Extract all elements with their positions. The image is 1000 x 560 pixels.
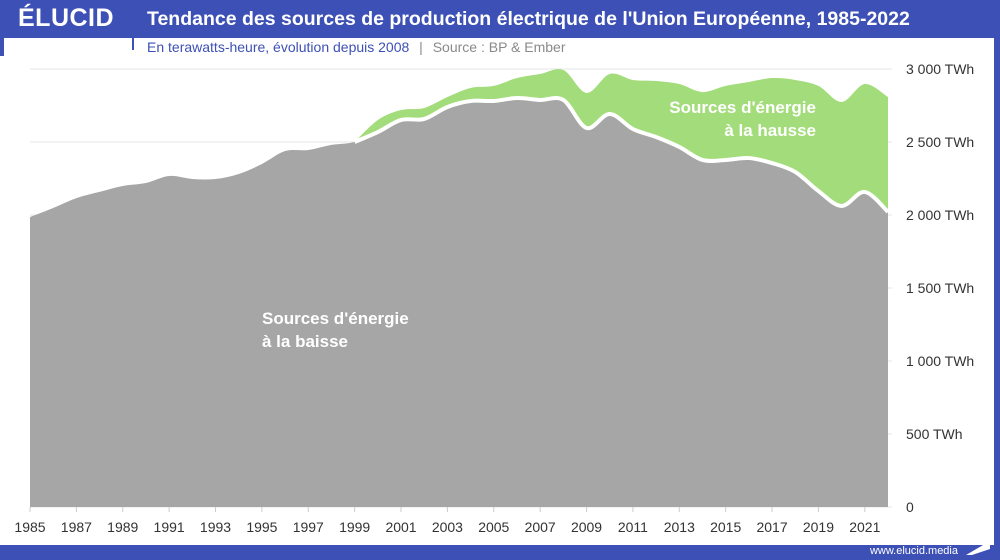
elucid-flag-icon	[966, 541, 990, 555]
y-tick-label: 3 000 TWh	[906, 61, 974, 77]
area-chart: 0 500 TWh 1 000 TWh 1 500 TWh 2 000 TWh 2 500…	[14, 61, 974, 535]
label-rising-line1: Sources d'énergie	[669, 98, 816, 117]
x-tick-label: 2015	[710, 519, 741, 535]
right-accent-strip	[994, 0, 1000, 560]
x-axis: 1985 1987 1989 1991 1993 1995 1997 1999 2001 2003…	[14, 507, 881, 535]
header-bar	[0, 0, 1000, 38]
x-tick-label: 2003	[432, 519, 463, 535]
x-tick-label: 2011	[618, 519, 648, 535]
chart-subtitle: En terawatts-heure, évolution depuis 200…	[147, 39, 566, 55]
x-tick-label: 1995	[246, 519, 277, 535]
x-tick-label: 2013	[664, 519, 695, 535]
y-tick-label: 2 000 TWh	[906, 207, 974, 223]
subtitle-separator: |	[419, 39, 423, 55]
x-tick-label: 2017	[756, 519, 787, 535]
area-declining-sources	[30, 97, 888, 507]
website-link[interactable]: www.elucid.media	[869, 545, 958, 557]
x-tick-label: 1989	[107, 519, 138, 535]
footer-bar: www.elucid.media	[0, 541, 1000, 560]
label-rising-line2: à la hausse	[724, 121, 816, 140]
y-tick-label: 500 TWh	[906, 426, 963, 442]
y-tick-label: 2 500 TWh	[906, 134, 974, 150]
y-axis: 0 500 TWh 1 000 TWh 1 500 TWh 2 000 TWh 2 500…	[906, 61, 974, 515]
x-tick-label: 2007	[525, 519, 556, 535]
x-tick-label: 1997	[293, 519, 324, 535]
left-accent-strip	[0, 0, 4, 56]
x-tick-label: 1985	[14, 519, 45, 535]
label-declining-line1: Sources d'énergie	[262, 309, 409, 328]
x-tick-label: 2021	[849, 519, 880, 535]
area-separator-line	[353, 95, 890, 214]
header-divider	[132, 0, 134, 50]
x-tick-label: 1991	[154, 519, 185, 535]
source-text: Source : BP & Ember	[432, 39, 566, 55]
y-tick-label: 1 000 TWh	[906, 353, 974, 369]
x-tick-label: 2009	[571, 519, 602, 535]
x-tick-label: 2005	[478, 519, 509, 535]
label-declining-line2: à la baisse	[262, 332, 348, 351]
chart-title: Tendance des sources de production élect…	[147, 8, 910, 30]
elucid-logo: ÉLUCID	[18, 4, 115, 32]
y-tick-label: 1 500 TWh	[906, 280, 974, 296]
x-tick-label: 1993	[200, 519, 231, 535]
x-tick-label: 2019	[803, 519, 834, 535]
subtitle-text: En terawatts-heure, évolution depuis 200…	[147, 39, 410, 55]
x-tick-label: 2001	[385, 519, 416, 535]
x-tick-label: 1999	[339, 519, 370, 535]
x-tick-label: 1987	[61, 519, 92, 535]
y-tick-label: 0	[906, 499, 914, 515]
